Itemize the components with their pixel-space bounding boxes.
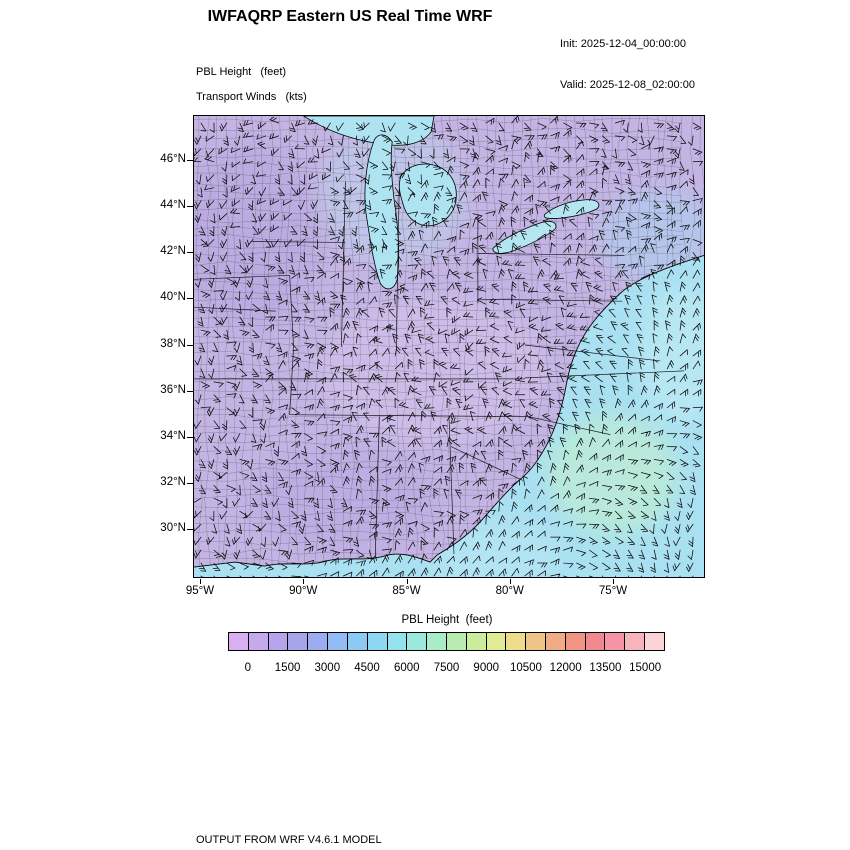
colorbar-cell: [446, 633, 467, 650]
lat-tick-label: 38°N: [160, 337, 186, 350]
field-label: PBL Height (feet): [196, 66, 287, 78]
colorbar-tick-label: 13500: [589, 662, 622, 674]
lat-tick-label: 32°N: [160, 475, 186, 488]
lon-tick-label: 90°W: [289, 585, 318, 597]
colorbar-tick-label: 15000: [629, 662, 662, 674]
colorbar-cell: [506, 633, 527, 650]
lon-tick-mark: [303, 579, 305, 584]
init-valid-block: Init: 2025-12-04_00:00:00 Valid: 2025-12…: [560, 11, 695, 119]
wind-barbs: [194, 116, 703, 577]
colorbar-cell: [625, 633, 646, 650]
footer-model-line: OUTPUT FROM WRF V4.6.1 MODEL: [196, 834, 382, 846]
colorbar-cell: [427, 633, 447, 650]
colorbar-tick-label: 0: [244, 662, 252, 674]
lon-tick-mark: [613, 579, 614, 584]
colorbar-cell: [387, 633, 408, 650]
lat-tick-label: 42°N: [160, 245, 186, 258]
colorbar-title: PBL Height (feet): [401, 614, 493, 626]
valid-time: Valid: 2025-12-08_02:00:00: [560, 78, 695, 91]
colorbar-cell: [328, 633, 348, 650]
colorbar-cell: [229, 633, 249, 650]
lake-huron: [398, 163, 457, 227]
colorbar-cell: [605, 633, 626, 650]
great-lakes: [302, 116, 600, 290]
map-area: [193, 115, 705, 578]
colorbar-cell: [347, 633, 368, 650]
lon-tick-label: 75°W: [598, 585, 628, 597]
lat-tick-label: 44°N: [160, 199, 186, 212]
colorbar-cell: [407, 633, 428, 650]
lon-tick-label: 95°W: [185, 585, 215, 597]
colorbar-tick-label: 6000: [393, 662, 420, 674]
lat-tick-label: 34°N: [160, 429, 186, 442]
state-boundaries: [194, 181, 685, 557]
lat-tick-label: 30°N: [160, 522, 186, 534]
init-time: Init: 2025-12-04_00:00:00: [560, 38, 686, 50]
colorbar-tick-label: 9000: [473, 662, 500, 674]
lake-ontario: [543, 199, 600, 219]
lon-tick-mark: [509, 579, 511, 584]
lat-tick-label: 46°N: [160, 153, 186, 165]
colorbar-tick-label: 4500: [354, 662, 380, 674]
colorbar-cell: [288, 633, 309, 650]
colorbar-cell: [268, 633, 289, 650]
colorbar-tick-label: 3000: [314, 662, 341, 674]
colorbar-cell: [486, 633, 507, 650]
lon-tick-mark: [200, 579, 201, 584]
colorbar-cell: [367, 633, 388, 650]
colorbar-cell: [248, 633, 269, 650]
colorbar-cell: [308, 633, 329, 650]
coastline: [194, 254, 704, 568]
colorbar: [228, 632, 665, 651]
lat-tick-label: 36°N: [160, 383, 186, 396]
colorbar-cell: [585, 633, 606, 650]
colorbar-tick-label: 10500: [509, 662, 542, 674]
lake-erie: [492, 220, 557, 254]
colorbar-cell: [645, 633, 664, 650]
lon-tick-label: 85°W: [392, 585, 421, 597]
footer: OUTPUT FROM WRF V4.6.1 MODEL WE = 310 ; …: [196, 807, 629, 850]
lon-tick-mark: [406, 579, 408, 584]
colorbar-tick-label: 7500: [433, 662, 460, 674]
colorbar-cell: [565, 633, 586, 650]
colorbar-cell: [466, 633, 487, 650]
colorbar-tick-label: 1500: [274, 662, 301, 674]
wind-label: Transport Winds (kts): [196, 91, 307, 103]
colorbar-cell: [526, 633, 546, 650]
lat-tick-label: 40°N: [160, 291, 186, 304]
colorbar-cell: [546, 633, 566, 650]
plot-title: IWFAQRP Eastern US Real Time WRF: [207, 8, 493, 25]
colorbar-tick-label: 12000: [549, 662, 582, 674]
lon-tick-label: 80°W: [495, 585, 524, 597]
map-plot: [194, 116, 704, 577]
